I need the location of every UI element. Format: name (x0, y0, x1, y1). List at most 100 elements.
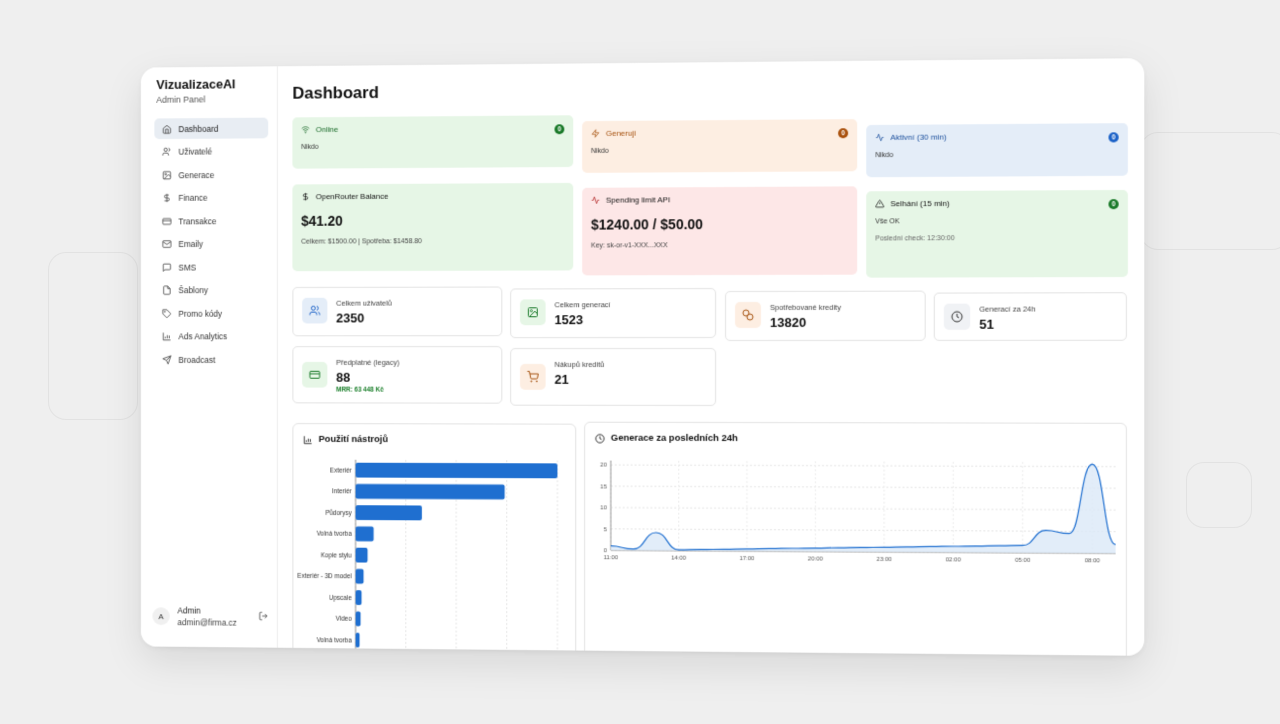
sidebar-item-label: Ads Analytics (178, 331, 228, 342)
bar[interactable] (355, 483, 505, 500)
message-icon (162, 262, 172, 272)
tools-chart-title: Použití nástrojů (318, 433, 388, 446)
balance-title: OpenRouter Balance (315, 191, 389, 202)
background-decoration (1186, 462, 1252, 528)
x-tick-label: 23:00 (877, 557, 893, 563)
bar[interactable] (355, 547, 368, 563)
sidebar-item-label: Generace (178, 169, 215, 180)
stat-credits: Spotřebované kredity 13820 (725, 290, 926, 342)
category-label: Video (336, 616, 352, 623)
x-tick-label: 05:00 (1015, 558, 1031, 564)
y-tick-label: 5 (604, 527, 608, 533)
file-icon (162, 285, 172, 295)
bar[interactable] (355, 505, 422, 521)
x-tick-label: 17:00 (739, 556, 755, 562)
sidebar-item-label: Emaily (178, 239, 203, 249)
avatar[interactable]: A (152, 607, 170, 626)
category-label: Kopie stylu (321, 552, 352, 559)
user-email: admin@firma.cz (177, 617, 237, 628)
mail-icon (162, 239, 172, 249)
sidebar-nav: Dashboard Uživatelé Generace Finance Transak… (154, 117, 269, 373)
credit-card-icon (309, 369, 321, 381)
generations-24h-panel: Generace za posledních 24h 0 5 10 15 20 11:00… (584, 421, 1127, 656)
stat-users-label: Celkem uživatelů (336, 298, 392, 308)
category-label: Upscale (329, 595, 352, 602)
generating-count-badge: 0 (838, 128, 849, 139)
activity-icon (875, 133, 884, 142)
sidebar-item-label: Dashboard (178, 123, 219, 134)
sidebar-item-broadcast[interactable]: Broadcast (154, 349, 268, 370)
clock-icon (951, 311, 963, 323)
users-icon (309, 305, 321, 317)
category-label: Půdorysy (325, 509, 352, 517)
sidebar: VizualizaceAI Admin Panel Dashboard Uživa… (140, 66, 278, 648)
bar[interactable] (355, 632, 360, 648)
failures-detail: Poslední check: 12:30:00 (875, 235, 955, 243)
activity-icon (591, 196, 600, 205)
image-icon (527, 306, 539, 318)
active-title: Aktivní (30 min) (890, 132, 947, 142)
failures-card: Selhání (15 min) 0 Vše OK Poslední check… (866, 189, 1128, 278)
gen24h-chart-title: Generace za posledních 24h (610, 432, 738, 445)
y-tick-label: 20 (600, 463, 607, 469)
sidebar-item-uživatelé[interactable]: Uživatelé (154, 141, 268, 162)
bar[interactable] (355, 568, 364, 584)
stat-generations-value: 1523 (554, 312, 584, 328)
stat-subs: Předplatné (legacy) 88 MRR: 63 448 Kč (292, 346, 503, 404)
category-label: Exteriér (330, 468, 353, 475)
balance-card: OpenRouter Balance $41.20 Celkem: $1500.… (292, 182, 574, 272)
category-label: Volná tvorba (317, 637, 353, 644)
bar-chart-icon (303, 434, 313, 444)
sidebar-item-transakce[interactable]: Transakce (154, 210, 268, 231)
stat-subs-value: 88 (336, 369, 351, 385)
sidebar-item-promo-kódy[interactable]: Promo kódy (154, 303, 268, 324)
zap-icon (591, 129, 600, 138)
active-card: Aktivní (30 min) 0 Nikdo (866, 123, 1128, 178)
stat-credits-label: Spotřebované kredity (769, 302, 841, 312)
y-tick-label: 0 (604, 548, 608, 554)
background-decoration (1140, 132, 1280, 250)
online-title: Online (315, 124, 339, 135)
bar[interactable] (355, 526, 374, 542)
wifi-icon (301, 125, 310, 134)
grid-line (611, 529, 1116, 532)
sidebar-item-sms[interactable]: SMS (154, 257, 268, 278)
send-icon (162, 355, 172, 365)
sidebar-item-generace[interactable]: Generace (154, 164, 268, 185)
failures-count-badge: 0 (1108, 199, 1119, 210)
tag-icon (162, 308, 172, 318)
balance-detail: Celkem: $1500.00 | Spotřeba: $1458.80 (301, 238, 422, 246)
sidebar-item-emaily[interactable]: Emaily (154, 233, 268, 254)
bar[interactable] (355, 590, 362, 606)
user-name: Admin (177, 605, 201, 616)
sidebar-item-label: Promo kódy (178, 308, 223, 319)
stat-purchases-value: 21 (554, 371, 569, 387)
bar-chart-icon (162, 331, 172, 341)
stat-credits-value: 13820 (769, 314, 807, 330)
dollar-icon (162, 193, 172, 203)
sidebar-item-šablony[interactable]: Šablony (154, 280, 268, 301)
sidebar-item-finance[interactable]: Finance (154, 187, 268, 208)
category-label: Exteriér - 3D model (297, 573, 351, 580)
spending-value: $1240.00 / $50.00 (591, 216, 704, 233)
shopping-cart-icon (527, 371, 539, 383)
sidebar-item-label: SMS (178, 262, 197, 273)
online-count-badge: 0 (554, 124, 565, 135)
stat-generations-label: Celkem generací (554, 300, 611, 310)
credit-card-icon (162, 216, 172, 226)
bar[interactable] (355, 462, 558, 479)
sidebar-item-dashboard[interactable]: Dashboard (154, 117, 269, 140)
bar[interactable] (355, 611, 361, 627)
sidebar-item-ads-analytics[interactable]: Ads Analytics (154, 326, 268, 347)
generating-title: Generuji (605, 128, 636, 138)
background-decoration (48, 252, 138, 420)
generating-text: Nikdo (591, 147, 609, 155)
x-tick-label: 20:00 (808, 556, 824, 562)
app-window: VizualizaceAI Admin Panel Dashboard Uživa… (140, 58, 1145, 656)
coins-icon (742, 309, 754, 321)
spending-card: Spending limit API $1240.00 / $50.00 Key… (582, 186, 858, 276)
tools-usage-panel: Použití nástrojů Exteriér Interiér Půdorys… (292, 423, 577, 656)
logout-icon[interactable] (259, 611, 269, 621)
x-tick-label: 14:00 (671, 556, 687, 562)
x-tick-label: 11:00 (604, 555, 619, 561)
